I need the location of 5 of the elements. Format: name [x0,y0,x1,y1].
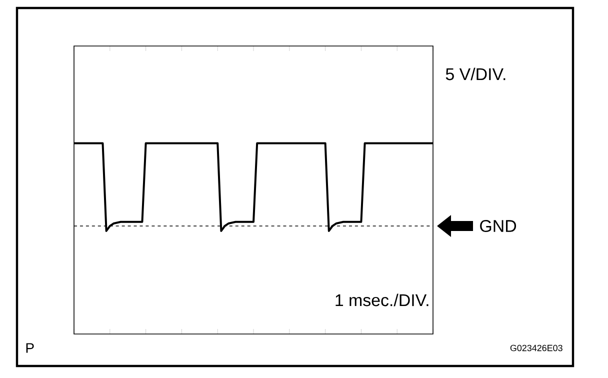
text: G023426E03 [510,344,562,352]
text: 1 msec./DIV. [336,294,428,306]
text: 5 V/DIV. [446,68,506,80]
ref-line-label: GND [480,220,516,232]
text: P [26,343,34,353]
